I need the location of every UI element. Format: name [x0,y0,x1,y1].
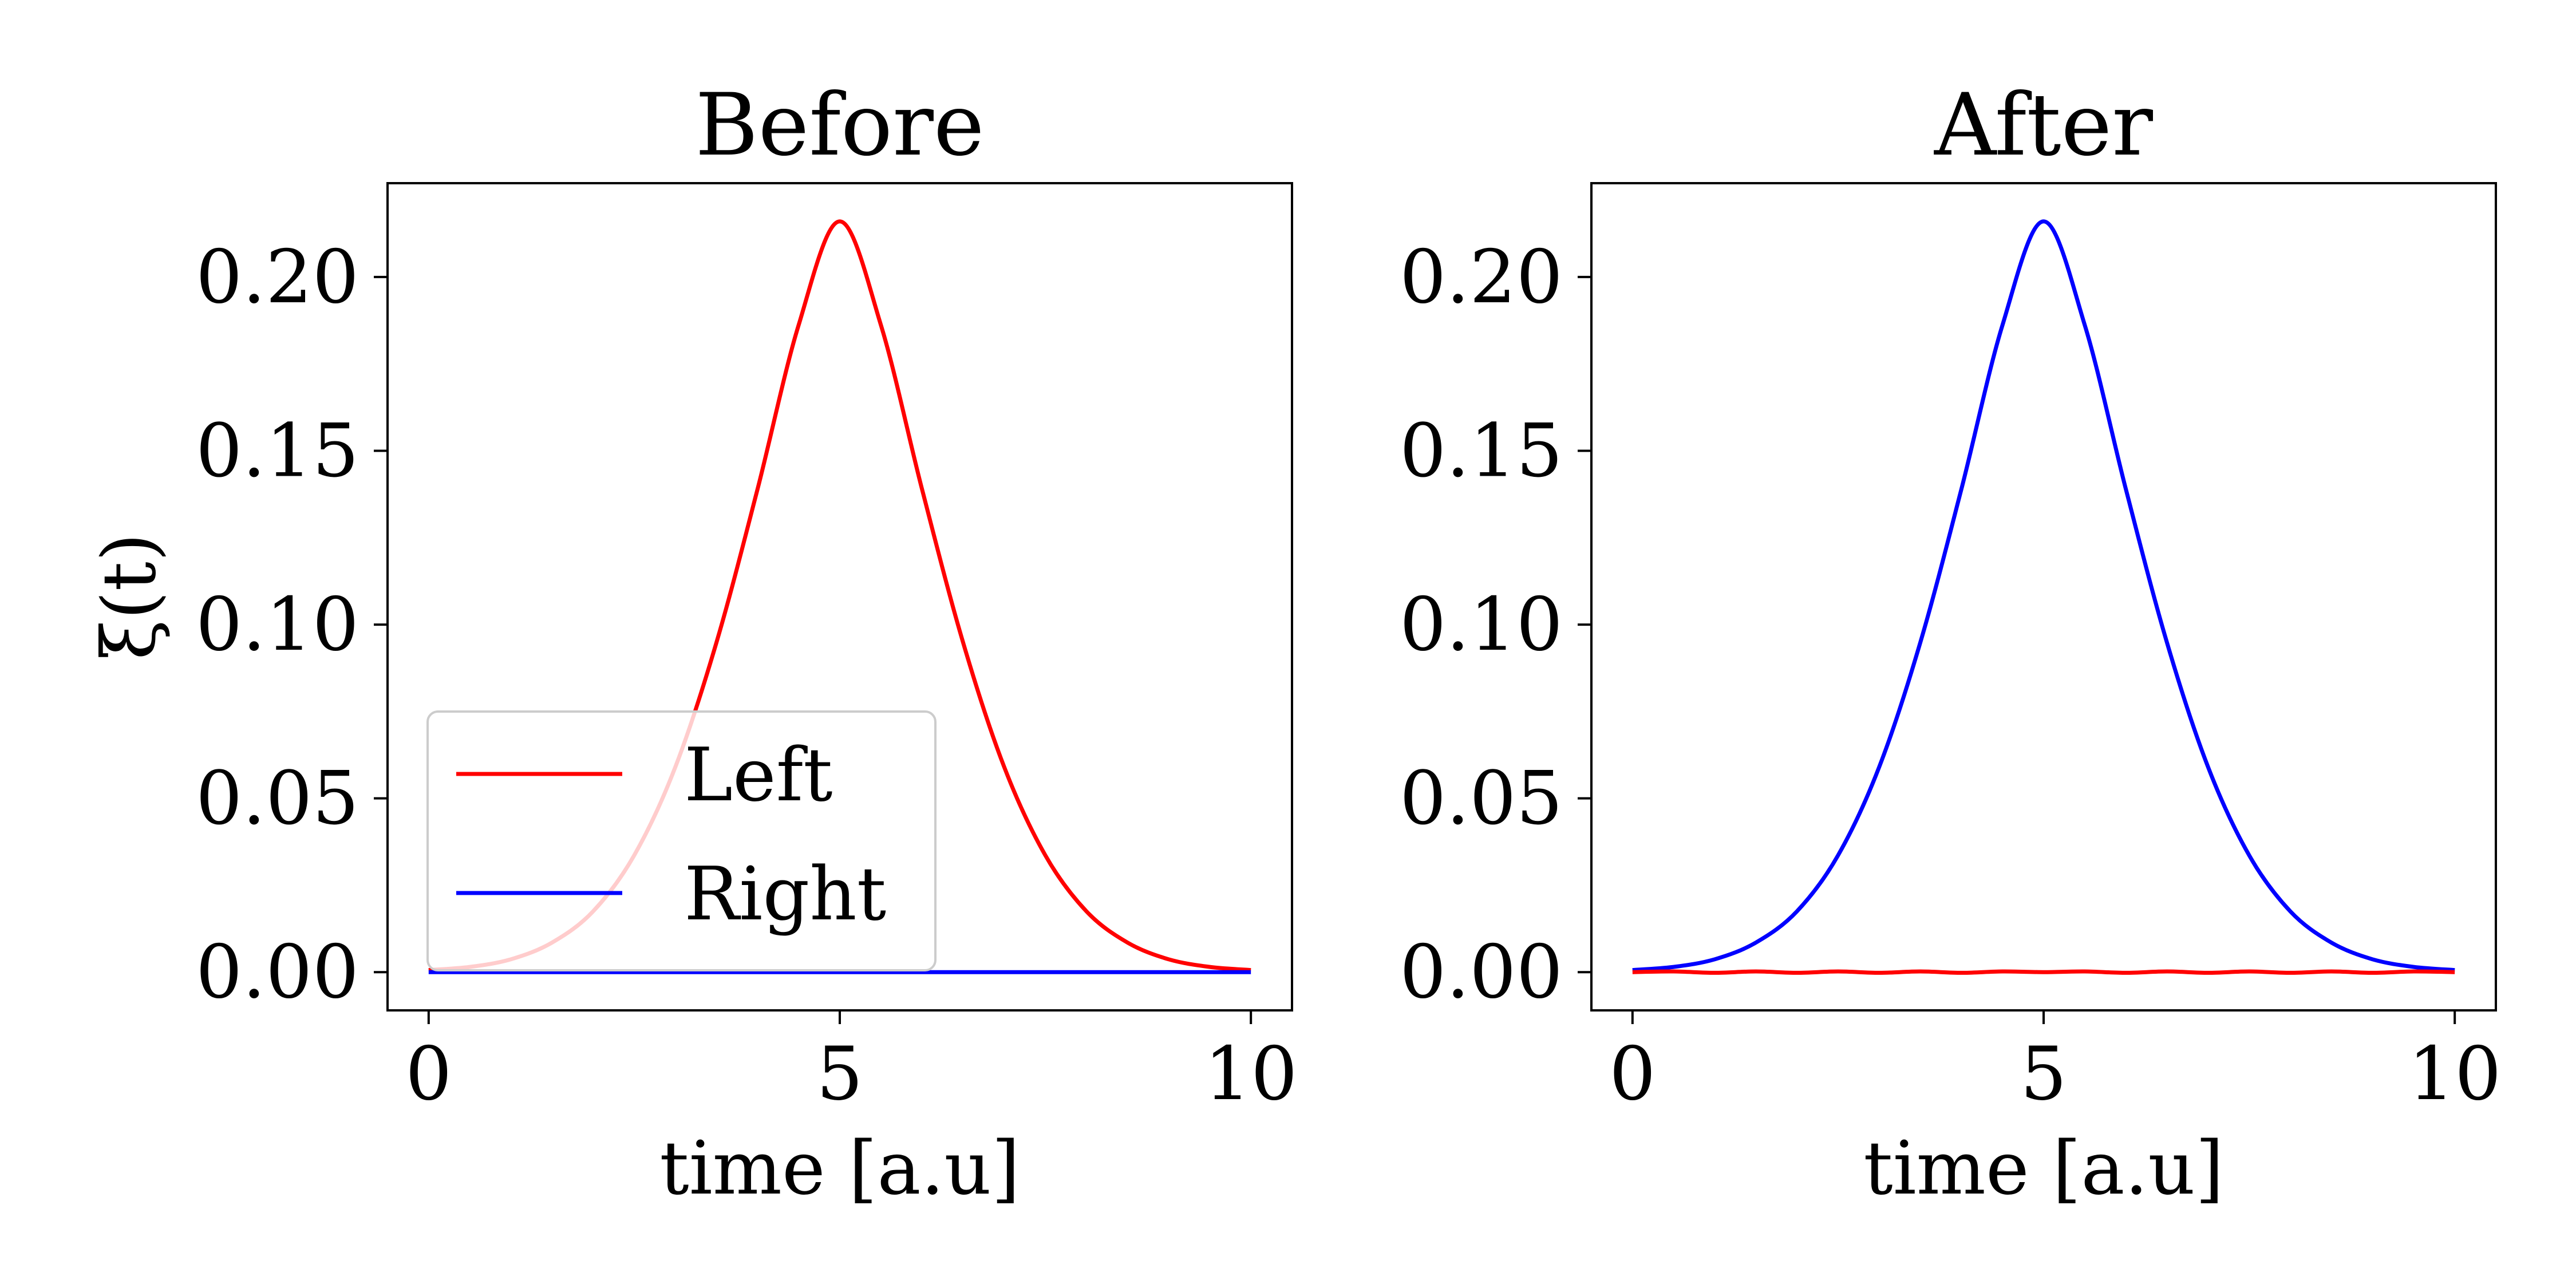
y-tick-label-after: 0.20 [1400,235,1563,320]
legend: Left Right [426,710,937,971]
panel-title-after: After [1934,76,2153,175]
panel-before: Before 0 5 10 0.00 0.05 0.10 0.15 0.20 time [a… [87,76,1298,1211]
x-ticks-after: 0 5 10 [1609,1010,2502,1117]
y-tick-label-after: 0.00 [1400,930,1563,1015]
y-tick-label-after: 0.15 [1400,409,1563,494]
y-tick-label-before: 0.15 [196,409,359,494]
y-tick-label-after: 0.05 [1400,756,1563,841]
x-tick-label-after: 0 [1609,1032,1656,1117]
legend-label-left: Left [684,733,833,818]
x-axis-label-before: time [a.u] [659,1126,1020,1211]
panel-title-before: Before [695,76,984,175]
y-ticks-before: 0.00 0.05 0.10 0.15 0.20 [196,235,388,1015]
x-tick-label-after: 5 [2020,1032,2067,1117]
x-tick-label-before: 5 [816,1032,863,1117]
x-tick-label-before: 0 [405,1032,452,1117]
y-ticks-after: 0.00 0.05 0.10 0.15 0.20 [1400,235,1591,1015]
y-tick-label-before: 0.20 [196,235,359,320]
x-ticks-before: 0 5 10 [405,1010,1298,1117]
x-tick-label-before: 10 [1204,1032,1298,1117]
series-line-left-after [1632,969,2455,975]
panel-after: After 0 5 10 0.00 0.05 0.10 0.15 0.20 time [a.… [1400,76,2502,1211]
y-tick-label-before: 0.00 [196,930,359,1015]
x-tick-label-after: 10 [2408,1032,2502,1117]
y-tick-label-before: 0.05 [196,756,359,841]
series-line-right-after [1632,219,2455,973]
legend-frame [426,710,937,971]
y-axis-label: ξ(t) [87,533,172,660]
y-tick-label-before: 0.10 [196,582,359,667]
y-tick-label-after: 0.10 [1400,582,1563,667]
x-axis-label-after: time [a.u] [1863,1126,2224,1211]
plot-area-after [1632,219,2455,975]
legend-label-right: Right [684,852,886,937]
